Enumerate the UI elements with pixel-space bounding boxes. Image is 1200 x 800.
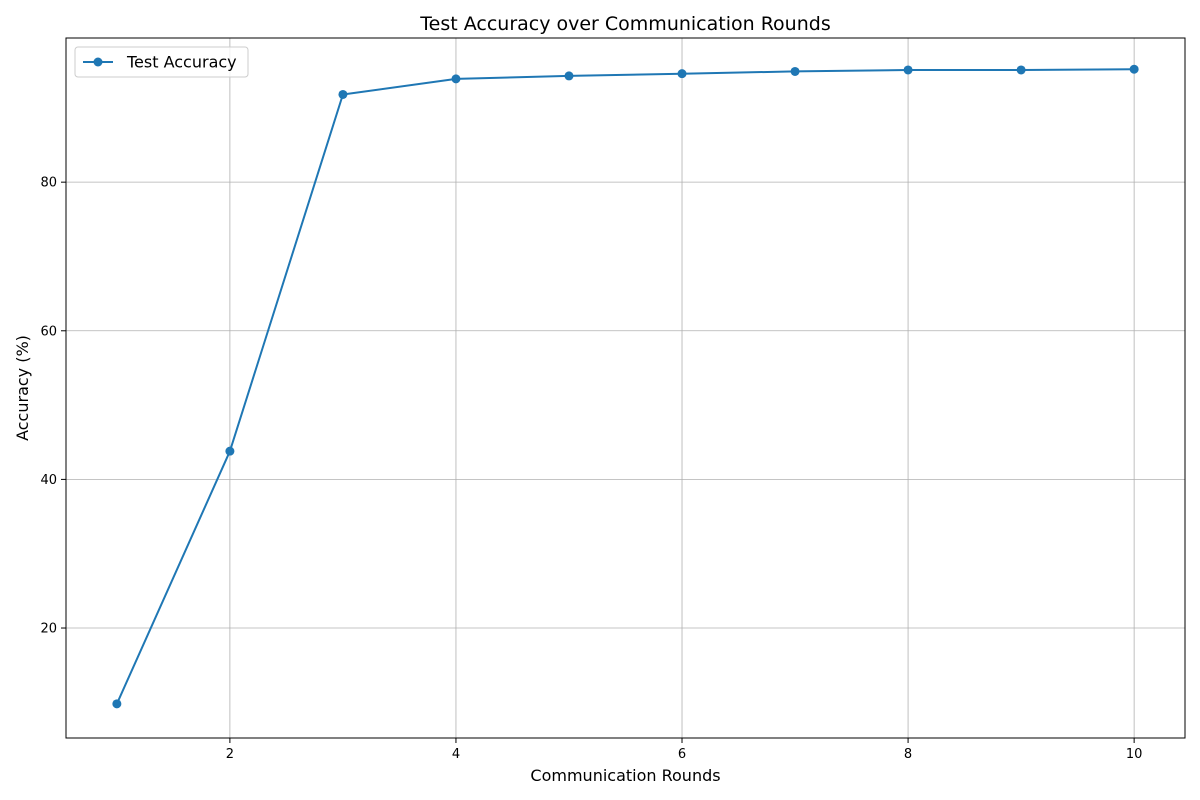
plot-frame bbox=[65, 37, 1186, 739]
data-point bbox=[677, 69, 687, 79]
data-point bbox=[790, 66, 800, 76]
grid-lines bbox=[66, 38, 1185, 738]
y-tick-label: 80 bbox=[40, 176, 57, 191]
data-point bbox=[112, 699, 122, 709]
x-tick-label: 2 bbox=[226, 747, 234, 762]
y-tick-label: 60 bbox=[40, 324, 57, 339]
x-tick-label: 6 bbox=[678, 747, 686, 762]
data-point bbox=[1016, 65, 1026, 75]
data-point bbox=[225, 446, 235, 456]
data-point bbox=[564, 71, 574, 81]
y-tick-label: 20 bbox=[40, 622, 57, 637]
y-axis-title: Accuracy (%) bbox=[13, 335, 32, 441]
data-point bbox=[903, 65, 913, 75]
data-point bbox=[451, 74, 461, 84]
chart-title: Test Accuracy over Communication Rounds bbox=[419, 13, 830, 35]
x-tick-label: 10 bbox=[1126, 747, 1143, 762]
legend-box bbox=[74, 46, 249, 78]
data-point bbox=[338, 89, 348, 99]
legend-marker-icon bbox=[93, 57, 103, 67]
legend: Test Accuracy bbox=[74, 46, 249, 78]
series-layer bbox=[112, 64, 1139, 709]
x-axis-title: Communication Rounds bbox=[530, 766, 720, 785]
y-tick-label: 40 bbox=[40, 473, 57, 488]
series-line bbox=[115, 68, 1135, 705]
legend-label: Test Accuracy bbox=[126, 53, 237, 72]
x-tick-label: 4 bbox=[452, 747, 460, 762]
data-point bbox=[1129, 64, 1139, 74]
x-tick-label: 8 bbox=[904, 747, 912, 762]
axes: 2 4 6 8 10 20 40 60 80 bbox=[40, 176, 1142, 762]
